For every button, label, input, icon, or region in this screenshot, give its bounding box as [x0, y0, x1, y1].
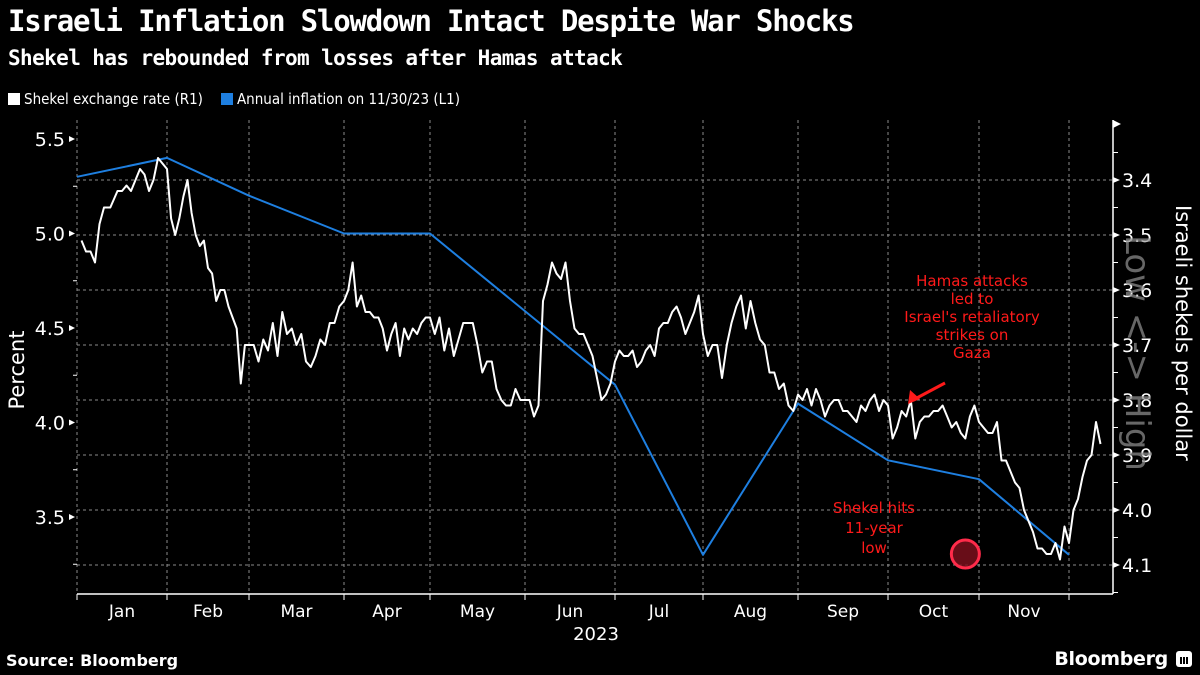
- right-tick-label: 3.4: [1122, 170, 1152, 192]
- x-tick-label: Feb: [193, 602, 223, 622]
- left-tick-marker: [69, 514, 75, 520]
- right-tick-marker: [1113, 562, 1120, 568]
- series-group: [76, 156, 1102, 561]
- right-tick-label: 3.7: [1122, 335, 1152, 357]
- x-tick-label: Jan: [108, 602, 135, 622]
- axes: Jan Feb Mar Apr May Jun Jul Aug Sep Oct Nov 3.5 4.0 4…: [35, 120, 1152, 622]
- right-axis-arrow-icon: [1113, 120, 1121, 128]
- right-tick-marker: [1113, 452, 1120, 458]
- left-tick-label: 3.5: [35, 507, 65, 529]
- source-note: Source: Bloomberg: [6, 651, 179, 670]
- left-tick-label: 5.0: [35, 224, 65, 246]
- annotation-hamas-text: Hamas attacks: [916, 272, 1028, 290]
- chart-title: Israeli Inflation Slowdown Intact Despit…: [8, 4, 855, 38]
- right-tick-marker: [1113, 232, 1120, 238]
- right-tick-marker: [1113, 397, 1120, 403]
- left-tick-label: 5.5: [35, 129, 65, 151]
- legend-label-inflation: Annual inflation on 11/30/23 (L1): [236, 90, 460, 108]
- x-tick-label: Oct: [919, 602, 949, 622]
- left-axis-label: Percent: [5, 330, 29, 409]
- brand-label: Bloomberg: [1054, 648, 1168, 670]
- x-axis-year-label: 2023: [573, 624, 619, 645]
- right-axis-label: Israeli shekels per dollar: [1171, 205, 1195, 461]
- left-tick-marker: [69, 325, 75, 331]
- inflation-line: [76, 156, 1070, 556]
- annotation-hamas-text: strikes on: [936, 326, 1009, 344]
- left-tick-marker: [69, 419, 75, 426]
- annotation-low-text: Shekel hits: [833, 499, 915, 517]
- legend-swatch-inflation: [220, 93, 233, 105]
- legend-swatch-shekel: [8, 93, 20, 105]
- x-tick-label: May: [460, 602, 495, 622]
- right-tick-marker: [1113, 177, 1120, 183]
- chart-subtitle: Shekel has rebounded from losses after H…: [8, 46, 623, 70]
- x-tick-label: Nov: [1007, 602, 1040, 622]
- legend-item-inflation: Annual inflation on 11/30/23 (L1): [220, 90, 460, 108]
- shekel-line: [80, 157, 1102, 561]
- x-tick-label: Jun: [556, 602, 584, 622]
- direction-note: Low <-> High: [1117, 235, 1157, 471]
- low-point-marker: [949, 538, 981, 570]
- legend-label-shekel: Shekel exchange rate (R1): [24, 90, 203, 108]
- left-tick-marker: [69, 136, 75, 142]
- right-tick-label: 3.8: [1122, 390, 1152, 412]
- right-tick-marker: [1113, 287, 1120, 293]
- x-tick-label: Sep: [827, 602, 859, 622]
- left-tick-label: 4.5: [35, 318, 65, 340]
- x-tick-label: Aug: [734, 602, 767, 622]
- annotation-low-text: 11-year: [845, 519, 904, 537]
- x-tick-label: Apr: [372, 602, 401, 622]
- bloomberg-logo-icon: [1176, 651, 1192, 667]
- right-tick-label: 3.9: [1122, 445, 1152, 467]
- x-tick-label: Mar: [280, 602, 312, 622]
- right-tick-label: 4.0: [1122, 500, 1152, 522]
- annotation-hamas-text: Gaza: [953, 344, 991, 362]
- bloomberg-brand: Bloomberg: [1054, 648, 1192, 670]
- legend: Shekel exchange rate (R1) Annual inflati…: [8, 90, 460, 108]
- right-tick-label: 4.1: [1122, 555, 1152, 577]
- right-tick-label: 3.5: [1122, 225, 1152, 247]
- x-tick-label: Jul: [648, 602, 670, 622]
- annotation-hamas-text: Israel's retaliatory: [904, 308, 1040, 326]
- right-tick-marker: [1113, 507, 1120, 513]
- annotation-low-text: low: [861, 539, 887, 557]
- right-tick-marker: [1113, 342, 1120, 348]
- annotation-hamas-text: led to: [951, 290, 994, 308]
- left-tick-label: 4.0: [35, 413, 65, 435]
- left-tick-marker: [69, 230, 75, 237]
- right-tick-label: 3.6: [1122, 280, 1152, 302]
- grid: [76, 120, 1113, 594]
- annotation-arrow-line: [912, 381, 946, 402]
- legend-item-shekel: Shekel exchange rate (R1): [8, 90, 203, 108]
- annotation-arrow-head-icon: [908, 390, 921, 404]
